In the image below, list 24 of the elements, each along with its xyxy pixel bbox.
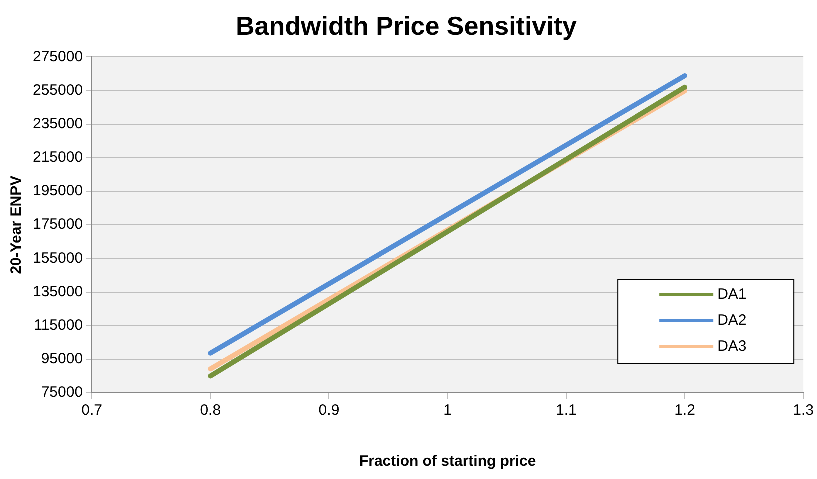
x-tick-label: 1.3: [793, 402, 814, 420]
x-tick-label: 1.2: [674, 402, 696, 420]
chart-title: Bandwidth Price Sensitivity: [236, 10, 578, 41]
x-tick-label: 0.8: [200, 402, 222, 420]
y-tick-label: 115000: [34, 316, 84, 334]
y-tick-label: 235000: [32, 116, 84, 132]
x-tick-label: 1.1: [556, 402, 577, 420]
x-tick-label: 0.7: [82, 402, 102, 420]
y-tick-label: 95000: [41, 350, 84, 368]
legend-label: DA1: [718, 286, 747, 304]
y-tick-label: 155000: [32, 250, 84, 267]
y-tick-label: 275000: [32, 48, 84, 66]
legend-label: DA2: [718, 312, 747, 330]
x-tick-label: 1: [444, 402, 452, 420]
y-tick-label: 175000: [32, 216, 84, 234]
y-tick-label: 75000: [41, 384, 84, 402]
y-axis-title: 20-Year ENPV: [8, 176, 26, 274]
y-tick-label: 215000: [32, 149, 84, 166]
y-tick-label: 255000: [32, 82, 84, 99]
x-axis-title: Fraction of starting price: [359, 453, 536, 470]
x-tick-label: 0.9: [318, 402, 340, 420]
legend-label: DA3: [718, 338, 747, 356]
y-tick-label: 135000: [32, 283, 84, 300]
y-tick-label: 195000: [32, 182, 84, 200]
